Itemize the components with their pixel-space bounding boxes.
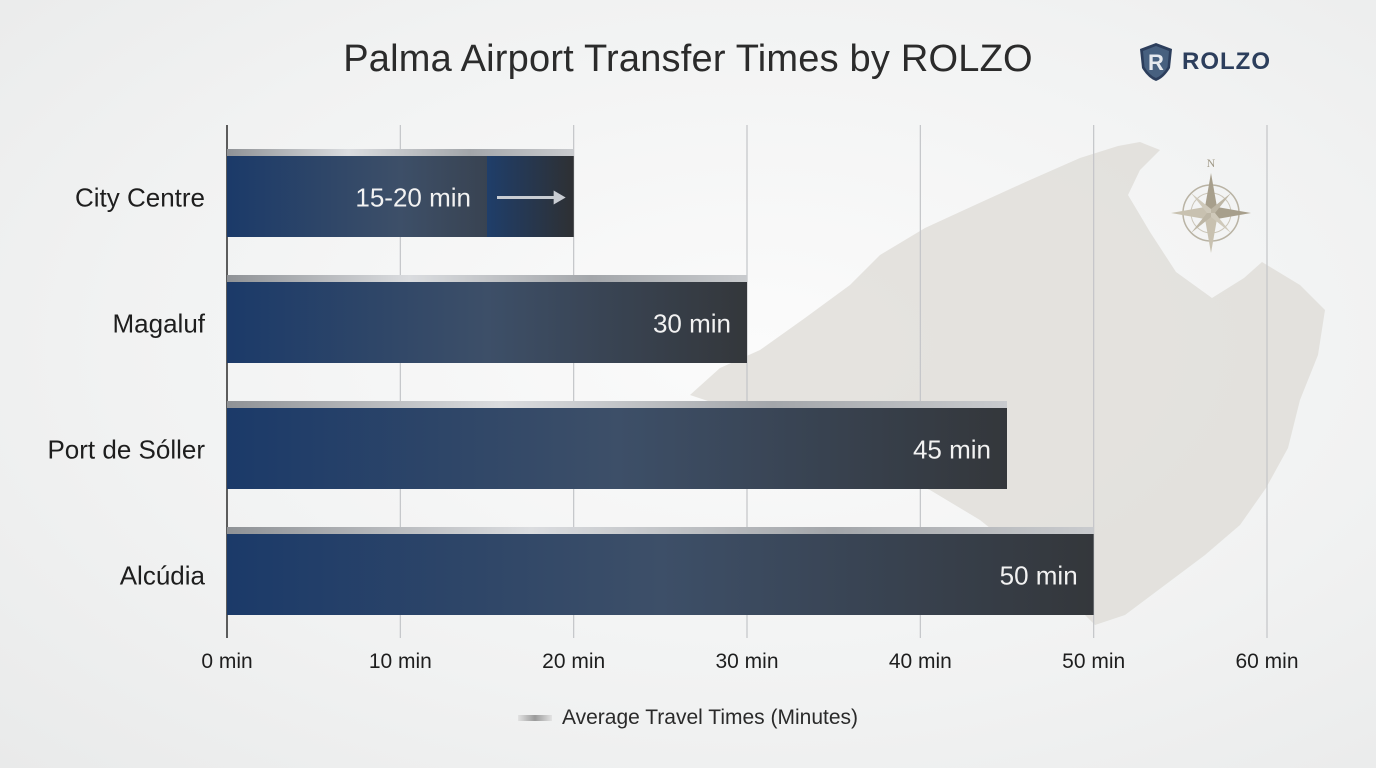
bar-value-label: 30 min xyxy=(653,309,731,339)
x-tick-label: 60 min xyxy=(1235,650,1298,673)
shield-r-logo-icon: R xyxy=(1140,43,1172,81)
bar-cap xyxy=(227,149,574,156)
island-map-silhouette xyxy=(690,142,1325,625)
category-label: Port de Sóller xyxy=(47,435,205,465)
bar xyxy=(227,282,747,363)
brand-name: ROLZO xyxy=(1182,48,1271,75)
category-label: Alcúdia xyxy=(120,561,206,591)
compass-rose-icon: N xyxy=(1171,156,1251,253)
range-arrow-icon xyxy=(553,190,566,205)
x-tick-label: 0 min xyxy=(201,650,252,673)
svg-text:R: R xyxy=(1148,50,1164,75)
bar-value-label: 45 min xyxy=(913,435,991,465)
category-labels: City Centre Magaluf Port de Sóller Alcúdia xyxy=(47,183,205,591)
x-tick-label: 50 min xyxy=(1062,650,1125,673)
bar xyxy=(227,534,1094,615)
compass-north-label: N xyxy=(1207,156,1216,170)
chart-title: Palma Airport Transfer Times by ROLZO xyxy=(343,38,1033,80)
x-tick-label: 40 min xyxy=(889,650,952,673)
brand-logo: R ROLZO xyxy=(1138,42,1271,82)
category-label: City Centre xyxy=(75,183,205,213)
category-label: Magaluf xyxy=(113,309,206,339)
legend: Average Travel Times (Minutes) xyxy=(0,706,1376,730)
x-tick-label: 20 min xyxy=(542,650,605,673)
x-tick-label: 10 min xyxy=(369,650,432,673)
bar xyxy=(227,408,1007,489)
legend-label: Average Travel Times (Minutes) xyxy=(561,706,859,729)
x-tick-labels: 0 min 10 min 20 min 30 min 40 min 50 min 60 mi… xyxy=(201,650,1298,673)
bar-cap xyxy=(227,275,747,282)
legend-swatch xyxy=(517,715,552,721)
bars: 15-20 min 30 min 45 min 50 min xyxy=(227,149,1094,615)
bar-value-label: 50 min xyxy=(1000,561,1078,591)
bar-value-label: 15-20 min xyxy=(355,183,471,213)
bar-cap xyxy=(227,401,1007,408)
x-tick-label: 30 min xyxy=(715,650,778,673)
bar-cap xyxy=(227,527,1094,534)
